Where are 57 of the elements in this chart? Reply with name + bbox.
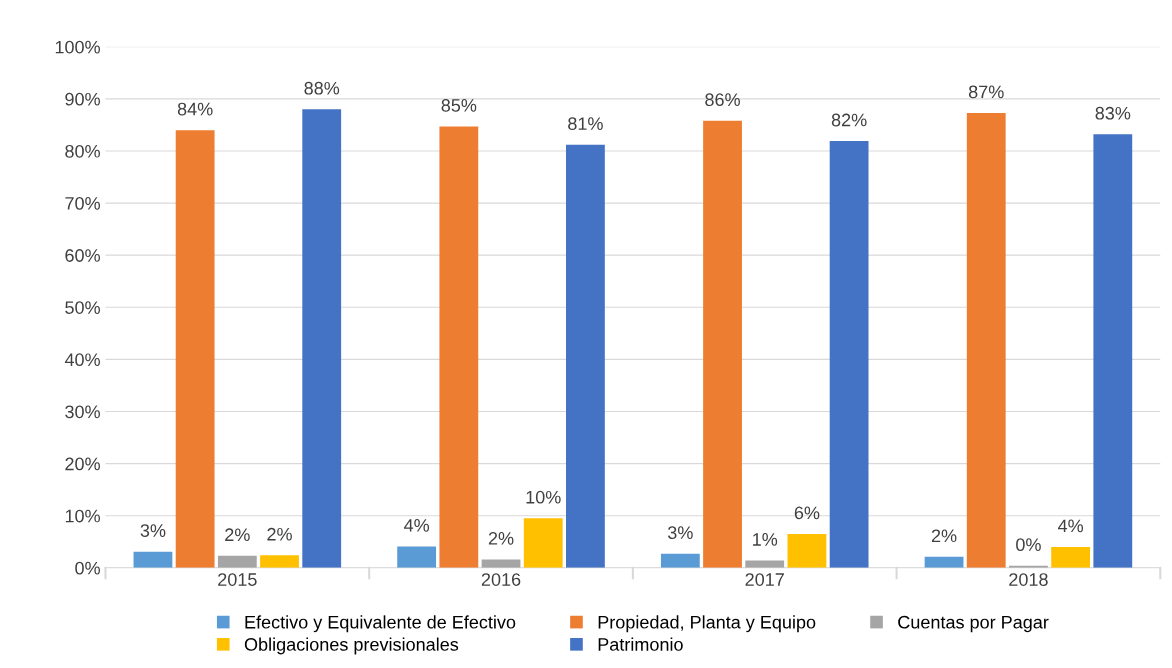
data-label: 83%: [1095, 106, 1131, 120]
bar: [787, 533, 827, 568]
bar: [829, 141, 869, 568]
y-tick-label: 100%: [55, 40, 100, 54]
data-label: 4%: [404, 519, 430, 532]
bar: [1093, 134, 1133, 568]
bar: [523, 518, 563, 568]
y-tick-label: 50%: [65, 301, 100, 314]
bar: [703, 120, 742, 568]
y-tick-label: 90%: [65, 92, 100, 106]
bar: [481, 559, 521, 568]
bar: [566, 144, 605, 568]
y-tick-label: 30%: [65, 405, 100, 419]
data-label: 0%: [1016, 538, 1041, 552]
y-tick-label: 70%: [65, 197, 100, 210]
data-label: 3%: [140, 524, 166, 537]
legend-label: Efectivo y Equivalente de Efectivo: [245, 615, 516, 633]
legend-label: Cuentas por Pagar: [898, 615, 1049, 633]
legend-label: Patrimonio: [598, 637, 683, 651]
data-label: 2%: [225, 528, 250, 542]
data-label: 2%: [267, 527, 292, 541]
bar: [175, 130, 215, 568]
x-tick-label: 2017: [745, 573, 784, 586]
bar: [133, 551, 173, 568]
y-tick-label: 20%: [65, 457, 100, 471]
data-label: 81%: [568, 117, 603, 131]
legend-label: Propiedad, Planta y Equipo: [598, 615, 816, 633]
bar: [966, 112, 1006, 568]
x-tick-label: 2018: [1009, 573, 1048, 586]
data-label: 2%: [488, 532, 514, 545]
data-label: 4%: [1057, 519, 1084, 533]
data-label: 86%: [705, 93, 740, 107]
bar: [260, 555, 299, 568]
data-label: 3%: [667, 526, 693, 540]
y-tick-label: 40%: [64, 353, 100, 367]
bar: [439, 126, 479, 568]
bar: [1051, 546, 1091, 568]
y-tick-label: 0%: [75, 561, 100, 575]
y-tick-label: 10%: [65, 509, 100, 523]
y-tick-label: 60%: [65, 249, 100, 262]
x-tick-label: 2016: [481, 573, 521, 586]
bar: [660, 553, 700, 568]
data-label: 87%: [968, 85, 1004, 99]
y-tick-label: 80%: [65, 144, 100, 158]
data-label: 6%: [794, 506, 820, 520]
legend-label: Obligaciones previsionales: [244, 637, 459, 655]
data-label: 88%: [304, 81, 340, 95]
data-label: 10%: [526, 490, 561, 504]
bar: [302, 109, 342, 568]
data-label: 1%: [753, 533, 778, 546]
x-tick-label: 2015: [218, 573, 257, 586]
data-label: 84%: [177, 102, 213, 116]
data-label: 82%: [831, 113, 867, 127]
data-label: 2%: [931, 529, 957, 543]
data-label: 85%: [441, 99, 477, 112]
bar: [217, 555, 257, 568]
bar: [397, 546, 437, 568]
